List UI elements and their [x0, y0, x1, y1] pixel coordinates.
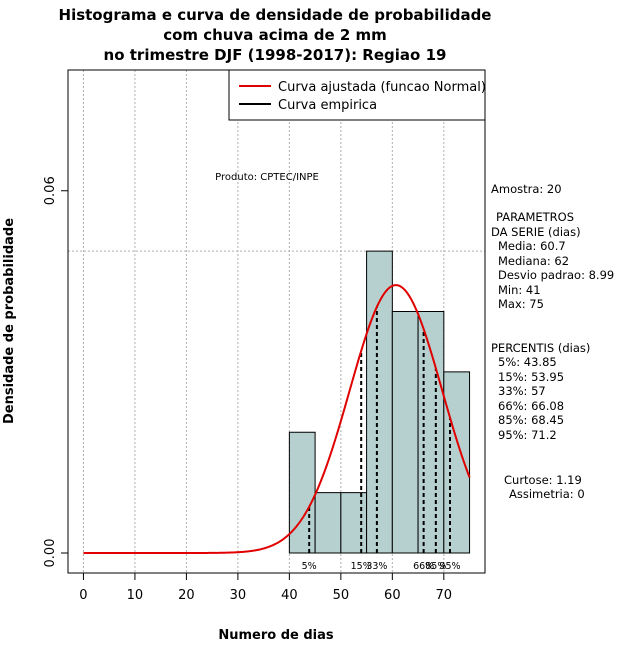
- percentile-label: 95%: [439, 561, 460, 572]
- param-min: Min: 41: [498, 283, 541, 297]
- percentile-66: 66%: 66.08: [498, 399, 564, 413]
- percentile-lines-layer: 5% 15%33% 66%85%95%: [302, 306, 461, 572]
- x-tick-label: 50: [333, 588, 350, 603]
- percentile-label: 66%: [413, 561, 434, 572]
- percentile-label: 15%: [351, 561, 372, 572]
- x-axis-label: Numero de dias: [218, 628, 334, 643]
- percentile-15: 15%: 53.95: [498, 370, 564, 384]
- percentile-label: 85%: [425, 561, 446, 572]
- x-tick-label: 0: [79, 588, 87, 603]
- param-max: Max: 75: [498, 297, 544, 311]
- histogram-bar: [288, 431, 316, 554]
- histogram-bar: [417, 311, 445, 554]
- histogram-bar: [366, 250, 393, 554]
- param-sd: Desvio padrao: 8.99: [498, 268, 614, 282]
- x-tick-label: 60: [384, 588, 401, 603]
- x-tick-label: 10: [127, 588, 144, 603]
- chart-title-line-2: com chuva acima de 2 mm: [163, 26, 387, 44]
- bars-layer: [288, 250, 471, 554]
- kurtosis: Curtose: 1.19: [504, 473, 582, 487]
- chart-title-line-3: no trimestre DJF (1998-2017): Regiao 19: [104, 46, 447, 64]
- statistics-panel: Amostra: 20 PARAMETROS DA SERIE (dias) M…: [491, 182, 614, 501]
- skewness: Assimetria: 0: [509, 487, 585, 501]
- histogram-bar: [391, 311, 419, 554]
- product-annotation: Produto: CPTEC/INPE: [215, 172, 319, 183]
- fit-curve-layer: [83, 284, 471, 554]
- params-header-2: DA SERIE (dias): [491, 225, 581, 239]
- param-mean: Media: 60.7: [498, 239, 566, 253]
- legend-label-empirical: Curva empirica: [278, 98, 377, 113]
- percentile-label: 33%: [366, 561, 387, 572]
- params-header-1: PARAMETROS: [496, 210, 574, 224]
- legend: Curva ajustada (funcao Normal) Curva emp…: [228, 69, 486, 121]
- percentile-33: 33%: 57: [498, 384, 546, 398]
- chart-title-line-1: Histograma e curva de densidade de proba…: [59, 6, 492, 24]
- histogram-bar: [340, 492, 368, 554]
- legend-box: [228, 69, 486, 121]
- percentile-95: 95%: 71.2: [498, 428, 557, 442]
- histogram-bar: [314, 492, 342, 554]
- histogram-bar: [443, 371, 471, 554]
- percentiles-header: PERCENTIS (dias): [491, 341, 590, 355]
- legend-label-fit: Curva ajustada (funcao Normal): [278, 80, 486, 95]
- percentile-label: 5%: [302, 561, 317, 572]
- normal-fit-curve: [83, 284, 471, 554]
- y-axis: 0.00 0.06: [43, 176, 69, 568]
- percentile-85: 85%: 68.45: [498, 413, 564, 427]
- y-tick-label: 0.00: [43, 539, 58, 568]
- percentile-5: 5%: 43.85: [498, 355, 557, 369]
- grid-layer: [68, 70, 485, 573]
- sample-size: Amostra: 20: [491, 182, 562, 196]
- param-median: Mediana: 62: [498, 254, 569, 268]
- x-axis: 0 10 20 30 40 50 60 70: [79, 572, 453, 603]
- y-axis-label: Densidade de probabilidade: [2, 218, 17, 424]
- x-tick-label: 70: [436, 588, 453, 603]
- x-tick-label: 20: [178, 588, 195, 603]
- x-tick-label: 40: [281, 588, 298, 603]
- x-tick-label: 30: [230, 588, 247, 603]
- y-tick-label: 0.06: [43, 176, 58, 205]
